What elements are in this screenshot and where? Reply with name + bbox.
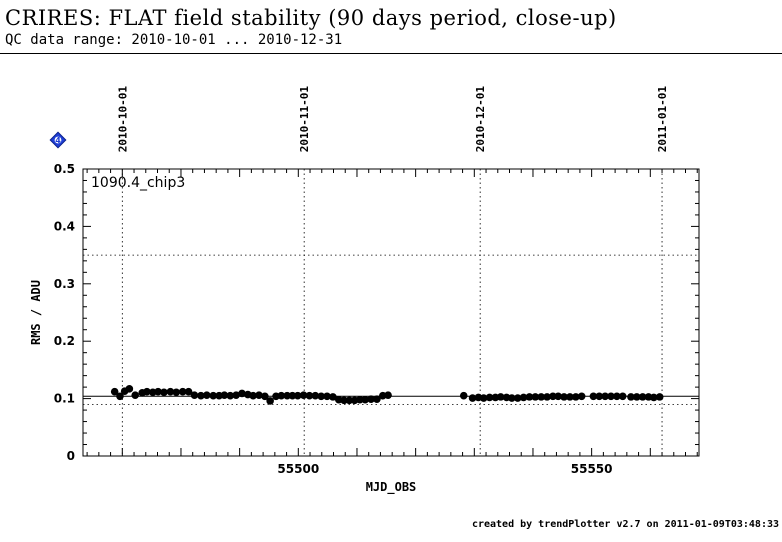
- data-point: [249, 391, 257, 400]
- y-tick-label: 0.3: [54, 277, 75, 291]
- data-point: [232, 391, 240, 399]
- plot-frame: [82, 168, 700, 457]
- y-tick-label: 0.4: [54, 219, 75, 233]
- data-point: [299, 391, 308, 399]
- data-point: [110, 387, 119, 396]
- data-point: [543, 393, 551, 401]
- data-point: [154, 387, 162, 396]
- data-point: [143, 387, 151, 396]
- y-tick-label: 0.1: [54, 392, 75, 406]
- data-point: [554, 392, 562, 401]
- data-point: [589, 392, 598, 401]
- data-point: [485, 393, 494, 402]
- panel-label: 1090.4_chip3: [91, 175, 185, 191]
- data-point: [178, 387, 187, 396]
- data-point: [288, 391, 297, 400]
- data-point: [650, 393, 658, 402]
- data-point: [384, 391, 392, 399]
- data-point: [323, 392, 331, 401]
- data-point: [513, 394, 522, 402]
- data-point: [577, 392, 586, 401]
- data-point: [367, 395, 375, 403]
- data-point: [317, 392, 325, 401]
- data-point: [125, 385, 134, 393]
- data-point: [601, 392, 609, 401]
- data-point: [468, 394, 477, 402]
- data-point: [531, 393, 540, 401]
- y-tick-label: 0.5: [54, 162, 75, 176]
- data-point: [633, 393, 641, 401]
- quality-marker-label: 4: [55, 136, 61, 145]
- data-point: [293, 391, 302, 400]
- date-marker-label: 2010-10-01: [116, 86, 129, 153]
- data-point: [595, 392, 604, 401]
- data-point: [618, 392, 627, 401]
- data-point: [638, 393, 647, 401]
- data-point: [172, 388, 181, 397]
- data-point: [261, 392, 269, 401]
- data-point: [361, 395, 369, 404]
- data-point: [373, 395, 381, 403]
- y-axis-label: RMS / ADU: [29, 280, 43, 345]
- data-point: [209, 391, 218, 400]
- data-point: [305, 391, 314, 400]
- data-point: [116, 392, 124, 401]
- data-point: [202, 391, 211, 399]
- data-point: [549, 392, 557, 401]
- data-point: [131, 391, 140, 399]
- header-divider: [0, 53, 782, 54]
- data-point: [607, 392, 615, 401]
- y-tick-label: 0.2: [54, 334, 75, 348]
- data-point: [340, 396, 348, 405]
- data-point: [627, 393, 635, 401]
- data-point: [184, 387, 193, 396]
- date-marker-label: 2010-11-01: [298, 86, 311, 153]
- data-point: [356, 395, 364, 404]
- data-point: [329, 393, 337, 401]
- data-point: [560, 393, 568, 401]
- footer-credit: created by trendPlotter v2.7 on 2011-01-…: [471, 519, 779, 530]
- data-point: [496, 393, 505, 401]
- x-tick-label: 55500: [277, 462, 319, 476]
- data-point: [566, 393, 574, 401]
- data-point: [459, 391, 468, 400]
- date-marker-label: 2010-12-01: [474, 86, 487, 153]
- data-point: [190, 391, 199, 399]
- page-subtitle: QC data range: 2010-10-01 ... 2010-12-31: [5, 32, 343, 48]
- data-point: [537, 393, 545, 401]
- chart-points: [110, 385, 664, 405]
- date-marker-label: 2011-01-01: [656, 86, 669, 153]
- page-title: CRIRES: FLAT field stability (90 days pe…: [5, 6, 617, 30]
- data-point: [519, 393, 528, 402]
- data-point: [283, 391, 291, 400]
- data-point: [266, 397, 274, 405]
- x-tick-label: 55550: [571, 462, 613, 476]
- data-point: [160, 388, 168, 397]
- quality-marker-icon: 4: [49, 131, 67, 149]
- y-tick-label: 0: [67, 449, 75, 463]
- data-point: [572, 393, 580, 401]
- data-point: [613, 392, 621, 401]
- data-point: [479, 394, 488, 402]
- data-point: [220, 391, 229, 399]
- data-point: [345, 396, 354, 405]
- data-point: [226, 391, 235, 400]
- data-point: [255, 391, 263, 399]
- data-point: [238, 389, 246, 398]
- data-point: [508, 394, 516, 402]
- data-point: [655, 393, 664, 401]
- chart-labels: 2010-10-01 2010-11-01 2010-12-01 2011-01-01…: [29, 86, 669, 495]
- data-point: [277, 391, 286, 400]
- data-point: [166, 387, 175, 396]
- data-point: [197, 391, 205, 400]
- chart-grid: [83, 169, 699, 456]
- chart-axes: [82, 168, 700, 457]
- data-point: [311, 391, 320, 400]
- data-point: [525, 393, 534, 401]
- x-axis-label: MJD_OBS: [366, 480, 417, 495]
